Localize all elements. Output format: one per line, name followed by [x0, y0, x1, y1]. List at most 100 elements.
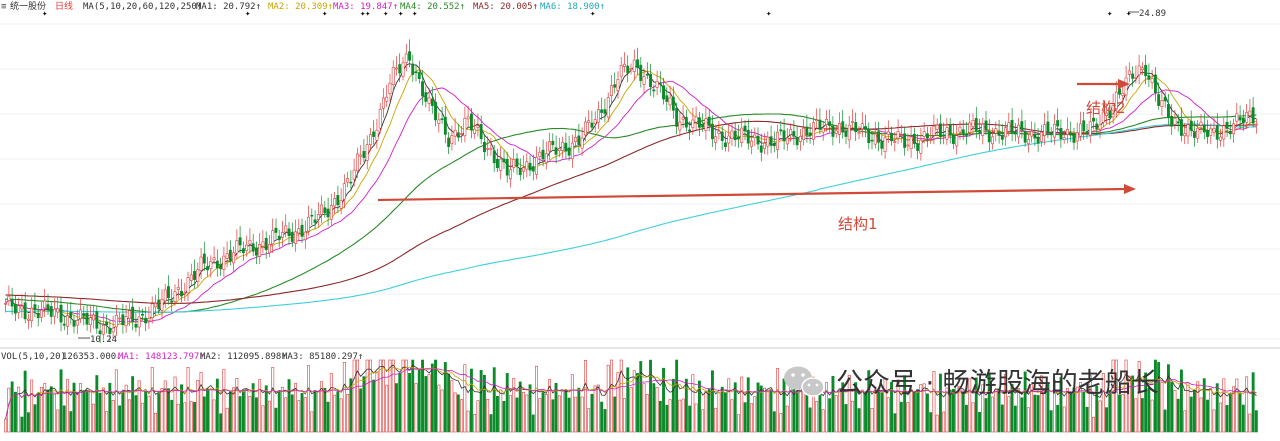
- candle-body: [49, 306, 53, 317]
- candle-body: [1167, 104, 1170, 118]
- candle-body: [1199, 121, 1203, 126]
- volume-bar: [613, 396, 617, 433]
- volume-bar: [1114, 359, 1118, 433]
- volume-bar: [1248, 413, 1252, 433]
- volume-bar: [935, 414, 939, 433]
- volume-bar: [144, 391, 148, 433]
- stock-name: 统一股份: [10, 0, 46, 12]
- candle-body: [430, 98, 434, 106]
- candle-body: [1160, 100, 1164, 108]
- volume-bar: [1206, 399, 1209, 433]
- candle-body: [66, 315, 69, 327]
- candle-body: [854, 122, 858, 133]
- volume-bar: [1108, 389, 1112, 433]
- candle-body: [1206, 130, 1209, 137]
- volume-bar: [929, 412, 933, 433]
- candle-body: [310, 214, 314, 217]
- candle-body: [877, 131, 880, 143]
- volume-bar: [1212, 409, 1216, 433]
- candle-body: [978, 130, 981, 133]
- volume-bar: [710, 370, 714, 433]
- volume-bar: [662, 367, 665, 433]
- candle-body: [43, 300, 47, 309]
- volume-bar: [740, 376, 744, 433]
- candle-body: [52, 308, 56, 317]
- volume-bar: [557, 395, 561, 433]
- volume-bar: [857, 408, 861, 433]
- candle-body: [1066, 129, 1069, 135]
- candle-body: [1105, 112, 1108, 117]
- candle-body: [294, 231, 297, 244]
- candle-body: [228, 249, 232, 261]
- candle-body: [1020, 121, 1024, 130]
- candle-body: [1163, 96, 1167, 102]
- candle-body: [1121, 93, 1125, 96]
- volume-bar: [609, 359, 613, 433]
- candle-body: [92, 314, 95, 321]
- volume-bar: [544, 393, 548, 433]
- candle-body: [991, 136, 994, 145]
- volume-bar: [583, 359, 587, 433]
- candle-body: [1033, 134, 1037, 139]
- candle-body: [525, 161, 529, 170]
- volume-bar: [1059, 377, 1063, 433]
- volume-bar: [326, 401, 330, 433]
- vol-value: 126353.000↓: [62, 352, 122, 362]
- volume-bar: [508, 395, 512, 433]
- candle-body: [336, 195, 340, 206]
- candle-body: [1225, 121, 1229, 129]
- candle-body: [684, 117, 688, 128]
- candle-body: [450, 135, 454, 144]
- volume-bar: [196, 379, 200, 433]
- volume-bar: [1131, 375, 1135, 433]
- volume-bar: [603, 409, 607, 433]
- candle-body: [1023, 131, 1027, 143]
- volume-bar: [118, 405, 122, 433]
- candle-body: [746, 129, 750, 144]
- volume-bar: [968, 378, 972, 433]
- ma250-line: [5, 123, 1257, 313]
- candle-body: [727, 135, 731, 144]
- volume-bar: [75, 392, 79, 433]
- candle-body: [860, 123, 864, 129]
- candle-body: [479, 124, 483, 140]
- volume-bar: [554, 382, 558, 433]
- volume-bar: [505, 372, 509, 433]
- volume-bar: [30, 379, 34, 433]
- volume-bar: [1007, 396, 1011, 433]
- volume-bar: [447, 373, 451, 433]
- candle-body: [10, 299, 14, 307]
- volume-bar: [668, 399, 672, 433]
- candle-body: [961, 129, 965, 134]
- volume-bar: [964, 404, 968, 433]
- volume-bar: [1098, 400, 1102, 433]
- candle-body: [958, 126, 962, 133]
- candle-body: [694, 116, 698, 123]
- candle-body: [33, 304, 37, 311]
- volume-bar: [212, 399, 216, 433]
- volume-bar: [170, 399, 174, 433]
- candle-body: [105, 321, 109, 326]
- volume-bar: [427, 374, 431, 433]
- candle-body: [489, 148, 493, 150]
- candle-body: [1222, 125, 1226, 140]
- volume-bar: [323, 387, 327, 433]
- candle-body: [398, 64, 402, 74]
- candle-body: [46, 304, 50, 310]
- volume-bar: [1043, 393, 1047, 433]
- candle-body: [1254, 123, 1258, 126]
- volume-bar: [495, 395, 499, 433]
- volume-bar: [955, 385, 959, 433]
- volume-bar: [424, 376, 428, 433]
- ma20-line: [5, 80, 1257, 323]
- vol-ma1: MA1: 148123.797↑: [118, 352, 205, 362]
- volume-bar: [1180, 369, 1183, 433]
- candle-body: [1036, 136, 1040, 144]
- candle-body: [486, 148, 490, 150]
- ma4-value: MA4: 20.552↑: [400, 2, 465, 12]
- candle-body: [789, 129, 793, 135]
- volume-bar: [678, 399, 682, 433]
- candle-body: [469, 113, 473, 131]
- volume-bar: [733, 382, 737, 433]
- candle-body: [1118, 88, 1121, 95]
